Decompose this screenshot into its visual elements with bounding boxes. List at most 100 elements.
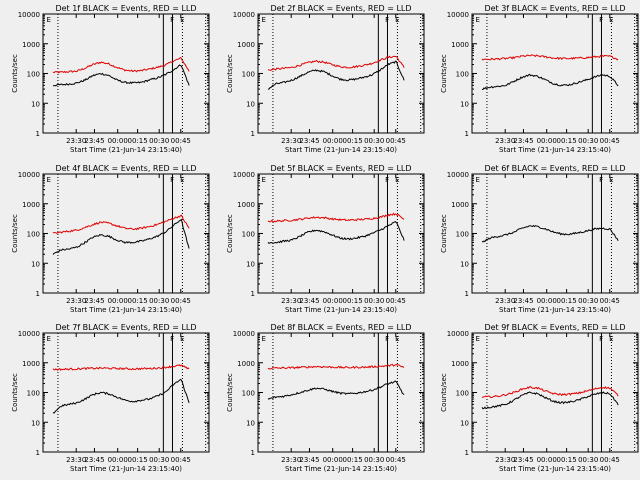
flag-label: E (261, 176, 265, 184)
x-axis-label: Start Time (21-Jun-14 23:15:40) (70, 306, 182, 314)
x-tick-label: 00:45 (386, 456, 406, 464)
plot-frame (471, 13, 639, 134)
y-tick-label: 1000 (22, 201, 40, 209)
series-line-lld (267, 212, 405, 223)
x-tick-label: 00:15 (343, 297, 363, 305)
chart-panel-5: Det 5f BLACK = Events, RED = LLD 1 10 100 10… (226, 164, 425, 314)
plot-frame (257, 332, 425, 453)
x-tick-label: 00:15 (557, 137, 577, 145)
chart-panel-9: Det 9f BLACK = Events, RED = LLD 1 10 100 10… (440, 323, 639, 473)
flag-label: E (180, 176, 184, 184)
x-axis-label: Start Time (21-Jun-14 23:15:40) (285, 306, 397, 314)
x-tick-label: 00:45 (171, 297, 191, 305)
y-tick-label: 1 (251, 290, 255, 298)
flag-label: E (609, 335, 613, 343)
y-tick-label: 10000 (18, 171, 40, 179)
chart-panel-6: Det 6f BLACK = Events, RED = LLD 1 10 100 10… (440, 164, 639, 314)
y-tick-label: 10000 (233, 11, 255, 19)
y-tick-label: 1000 (22, 41, 40, 49)
y-axis-label: Counts/sec (11, 214, 19, 253)
y-axis-label: Counts/sec (226, 214, 234, 253)
x-tick-label: 23:30 (495, 297, 515, 305)
y-tick-label: 10000 (233, 330, 255, 338)
y-tick-label: 10000 (233, 171, 255, 179)
flag-label: F (599, 176, 603, 184)
x-tick-label: 00:00 (323, 456, 343, 464)
chart-title: Det 5f BLACK = Events, RED = LLD (270, 164, 411, 173)
chart-panel-8: Det 8f BLACK = Events, RED = LLD 1 10 100 10… (226, 323, 425, 473)
x-axis-label: Start Time (21-Jun-14 23:15:40) (285, 146, 397, 154)
y-tick-label: 1 (465, 290, 469, 298)
flag-label: F (599, 335, 603, 343)
x-tick-label: 23:45 (299, 137, 319, 145)
x-tick-label: 00:15 (343, 456, 363, 464)
flag-label: E (475, 335, 479, 343)
flag-label: E (46, 176, 50, 184)
flag-label: F (385, 335, 389, 343)
x-axis-label: Start Time (21-Jun-14 23:15:40) (70, 146, 182, 154)
y-tick-label: 1000 (237, 360, 255, 368)
x-tick-label: 00:15 (128, 456, 148, 464)
flag-label: E (395, 16, 399, 24)
series-line-lld (481, 385, 619, 399)
series-line-events (52, 218, 190, 255)
flag-label: E (180, 16, 184, 24)
y-tick-label: 10 (246, 100, 255, 108)
y-tick-label: 100 (456, 71, 469, 79)
plot-frame (257, 173, 425, 294)
flag-label: E (395, 335, 399, 343)
y-tick-label: 10000 (447, 330, 469, 338)
x-tick-label: 00:45 (600, 456, 620, 464)
y-axis-label: Counts/sec (226, 54, 234, 93)
series-line-events (52, 64, 190, 87)
y-axis-label: Counts/sec (440, 214, 448, 253)
y-tick-label: 10000 (18, 11, 40, 19)
x-tick-label: 00:30 (149, 456, 169, 464)
x-tick-label: 23:45 (84, 137, 104, 145)
y-tick-label: 1 (465, 130, 469, 138)
x-tick-label: 00:30 (578, 297, 598, 305)
x-tick-label: 00:30 (149, 137, 169, 145)
chart-panel-4: Det 4f BLACK = Events, RED = LLD 1 10 100 10… (11, 164, 210, 314)
y-tick-label: 10 (31, 260, 40, 268)
flag-label: F (385, 16, 389, 24)
x-tick-label: 00:00 (323, 297, 343, 305)
y-tick-label: 1 (36, 290, 40, 298)
y-tick-label: 10 (460, 419, 469, 427)
x-tick-label: 23:30 (66, 297, 86, 305)
y-tick-label: 1000 (237, 201, 255, 209)
x-tick-label: 23:30 (66, 456, 86, 464)
flag-label: F (170, 176, 174, 184)
x-tick-label: 23:45 (84, 456, 104, 464)
flag-label: E (261, 335, 265, 343)
x-tick-label: 00:30 (578, 137, 598, 145)
series-line-events (268, 60, 405, 90)
series-line-lld (481, 54, 619, 61)
y-tick-label: 1 (251, 130, 255, 138)
y-tick-label: 1 (465, 449, 469, 457)
x-tick-label: 00:30 (364, 137, 384, 145)
y-tick-label: 10 (460, 260, 469, 268)
y-axis-label: Counts/sec (226, 373, 234, 412)
chart-panel-2: Det 2f BLACK = Events, RED = LLD 1 10 100 10… (226, 4, 425, 154)
x-tick-label: 00:00 (537, 456, 557, 464)
series-line-lld (52, 56, 190, 74)
x-tick-label: 00:45 (386, 297, 406, 305)
x-tick-label: 23:30 (281, 297, 301, 305)
flag-label: E (395, 176, 399, 184)
flag-label: E (609, 176, 613, 184)
x-axis-label: Start Time (21-Jun-14 23:15:40) (499, 146, 611, 154)
y-tick-label: 10 (246, 260, 255, 268)
x-tick-label: 00:45 (386, 137, 406, 145)
x-tick-label: 00:15 (128, 137, 148, 145)
x-tick-label: 23:45 (513, 297, 533, 305)
flag-label: F (170, 16, 174, 24)
x-axis-label: Start Time (21-Jun-14 23:15:40) (499, 306, 611, 314)
y-axis-label: Counts/sec (440, 373, 448, 412)
x-tick-label: 23:45 (513, 137, 533, 145)
y-axis-label: Counts/sec (11, 54, 19, 93)
x-tick-label: 23:30 (495, 137, 515, 145)
y-tick-label: 10 (460, 100, 469, 108)
plot-frame (471, 332, 639, 453)
